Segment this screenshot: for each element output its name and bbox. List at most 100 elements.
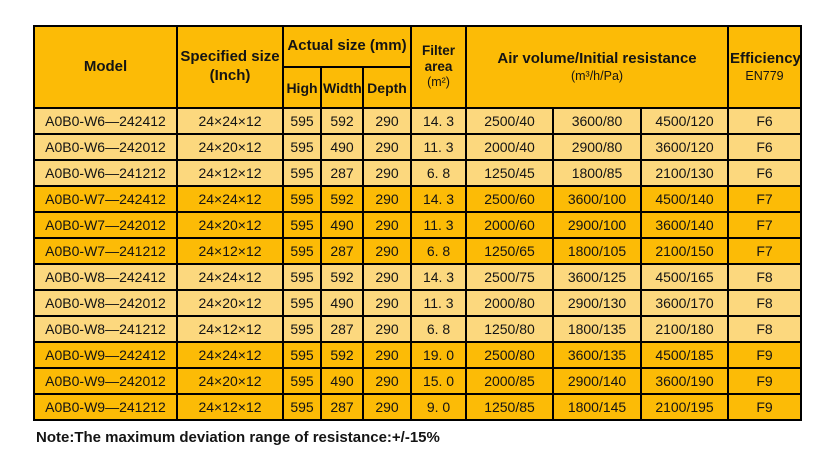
- col-header-filter-area: Filter area (m²): [410, 25, 468, 109]
- air-volume-cell-2: 2900/140: [552, 367, 643, 395]
- efficiency-cell: F9: [727, 393, 803, 421]
- efficiency-cell: F6: [727, 107, 803, 135]
- air-volume-cell-1: 2500/75: [465, 263, 555, 291]
- air-volume-cell-2: 1800/145: [552, 393, 643, 421]
- model-cell: A0B0-W6—242012: [33, 133, 178, 161]
- table-row: A0B0-W9—241212 24×12×12 595 287 290 9. 0 1250/…: [33, 393, 803, 421]
- table-row: A0B0-W6—242012 24×20×12 595 490 290 11. 3 2000…: [33, 133, 803, 161]
- air-volume-cell-1: 1250/85: [465, 393, 555, 421]
- depth-cell: 290: [361, 315, 413, 343]
- depth-cell: 290: [361, 289, 413, 317]
- air-volume-header-line1: Air volume/Initial resistance: [497, 49, 697, 67]
- width-cell: 592: [320, 185, 364, 213]
- table-row: A0B0-W6—242412 24×24×12 595 592 290 14. 3 2500…: [33, 107, 803, 135]
- high-cell: 595: [282, 211, 322, 239]
- air-volume-cell-3: 4500/120: [640, 107, 730, 135]
- high-cell: 595: [282, 237, 322, 265]
- air-volume-cell-1: 1250/65: [465, 237, 555, 265]
- filter-area-header-unit: (m²): [427, 75, 450, 90]
- depth-cell: 290: [361, 107, 413, 135]
- air-volume-cell-3: 4500/165: [640, 263, 730, 291]
- width-cell: 287: [320, 159, 364, 187]
- table-row: A0B0-W8—242012 24×20×12 595 490 290 11. 3 2000…: [33, 289, 803, 317]
- specified-size-cell: 24×24×12: [176, 263, 284, 291]
- depth-cell: 290: [361, 159, 413, 187]
- depth-cell: 290: [361, 367, 413, 395]
- depth-cell: 290: [361, 185, 413, 213]
- table-row: A0B0-W6—241212 24×12×12 595 287 290 6. 8 1250/…: [33, 159, 803, 187]
- width-cell: 287: [320, 315, 364, 343]
- actual-size-header-label: Actual size (mm): [287, 37, 407, 55]
- air-volume-cell-3: 3600/170: [640, 289, 730, 317]
- width-cell: 490: [320, 211, 364, 239]
- col-header-depth: Depth: [361, 66, 413, 109]
- model-cell: A0B0-W7—242012: [33, 211, 178, 239]
- model-cell: A0B0-W8—242012: [33, 289, 178, 317]
- air-volume-cell-2: 2900/100: [552, 211, 643, 239]
- filter-area-cell: 15. 0: [410, 367, 468, 395]
- specified-size-cell: 24×12×12: [176, 393, 284, 421]
- air-volume-cell-1: 2000/85: [465, 367, 555, 395]
- filter-area-cell: 11. 3: [410, 133, 468, 161]
- filter-area-cell: 11. 3: [410, 211, 468, 239]
- col-header-width: Width: [320, 66, 364, 109]
- width-cell: 490: [320, 133, 364, 161]
- efficiency-cell: F6: [727, 159, 803, 187]
- table-row: A0B0-W7—241212 24×12×12 595 287 290 6. 8 1250/…: [33, 237, 803, 265]
- air-volume-cell-2: 1800/85: [552, 159, 643, 187]
- air-volume-cell-3: 2100/195: [640, 393, 730, 421]
- specified-size-cell: 24×12×12: [176, 315, 284, 343]
- filter-area-cell: 19. 0: [410, 341, 468, 369]
- air-volume-cell-3: 4500/140: [640, 185, 730, 213]
- width-cell: 287: [320, 393, 364, 421]
- air-volume-cell-3: 2100/130: [640, 159, 730, 187]
- specified-size-cell: 24×20×12: [176, 133, 284, 161]
- specified-size-cell: 24×24×12: [176, 341, 284, 369]
- filter-area-cell: 11. 3: [410, 289, 468, 317]
- efficiency-cell: F8: [727, 315, 803, 343]
- table-row: A0B0-W9—242412 24×24×12 595 592 290 19. 0 2500…: [33, 341, 803, 369]
- model-cell: A0B0-W6—242412: [33, 107, 178, 135]
- model-cell: A0B0-W9—242412: [33, 341, 178, 369]
- air-volume-cell-2: 2900/130: [552, 289, 643, 317]
- table-row: A0B0-W9—242012 24×20×12 595 490 290 15. 0 2000…: [33, 367, 803, 395]
- high-cell: 595: [282, 289, 322, 317]
- depth-cell: 290: [361, 237, 413, 265]
- filter-area-cell: 6. 8: [410, 315, 468, 343]
- efficiency-cell: F8: [727, 263, 803, 291]
- model-cell: A0B0-W9—242012: [33, 367, 178, 395]
- table-row: A0B0-W7—242412 24×24×12 595 592 290 14. 3 2500…: [33, 185, 803, 213]
- depth-cell: 290: [361, 211, 413, 239]
- table-row: A0B0-W8—242412 24×24×12 595 592 290 14. 3 2500…: [33, 263, 803, 291]
- table-row: A0B0-W8—241212 24×12×12 595 287 290 6. 8 1250/…: [33, 315, 803, 343]
- high-cell: 595: [282, 341, 322, 369]
- efficiency-cell: F6: [727, 133, 803, 161]
- efficiency-cell: F7: [727, 237, 803, 265]
- filter-area-header-line2: area: [424, 58, 453, 74]
- depth-cell: 290: [361, 133, 413, 161]
- high-cell: 595: [282, 133, 322, 161]
- filter-area-cell: 14. 3: [410, 185, 468, 213]
- width-cell: 490: [320, 289, 364, 317]
- col-header-air-volume: Air volume/Initial resistance (m³/h/Pa): [465, 25, 730, 109]
- air-volume-cell-1: 2000/40: [465, 133, 555, 161]
- air-volume-cell-1: 2500/40: [465, 107, 555, 135]
- high-cell: 595: [282, 315, 322, 343]
- high-cell: 595: [282, 107, 322, 135]
- efficiency-header-line2: EN779: [745, 69, 784, 84]
- specified-size-cell: 24×12×12: [176, 159, 284, 187]
- width-cell: 592: [320, 263, 364, 291]
- air-volume-header-unit: (m³/h/Pa): [570, 69, 624, 84]
- col-header-actual-size: Actual size (mm): [281, 25, 413, 68]
- specified-size-cell: 24×24×12: [176, 185, 284, 213]
- air-volume-cell-3: 3600/140: [640, 211, 730, 239]
- air-volume-cell-1: 2000/60: [465, 211, 555, 239]
- filter-area-cell: 6. 8: [410, 159, 468, 187]
- efficiency-cell: F7: [727, 185, 803, 213]
- depth-cell: 290: [361, 263, 413, 291]
- width-cell: 287: [320, 237, 364, 265]
- air-volume-cell-1: 2500/60: [465, 185, 555, 213]
- air-volume-cell-2: 3600/125: [552, 263, 643, 291]
- model-cell: A0B0-W8—241212: [33, 315, 178, 343]
